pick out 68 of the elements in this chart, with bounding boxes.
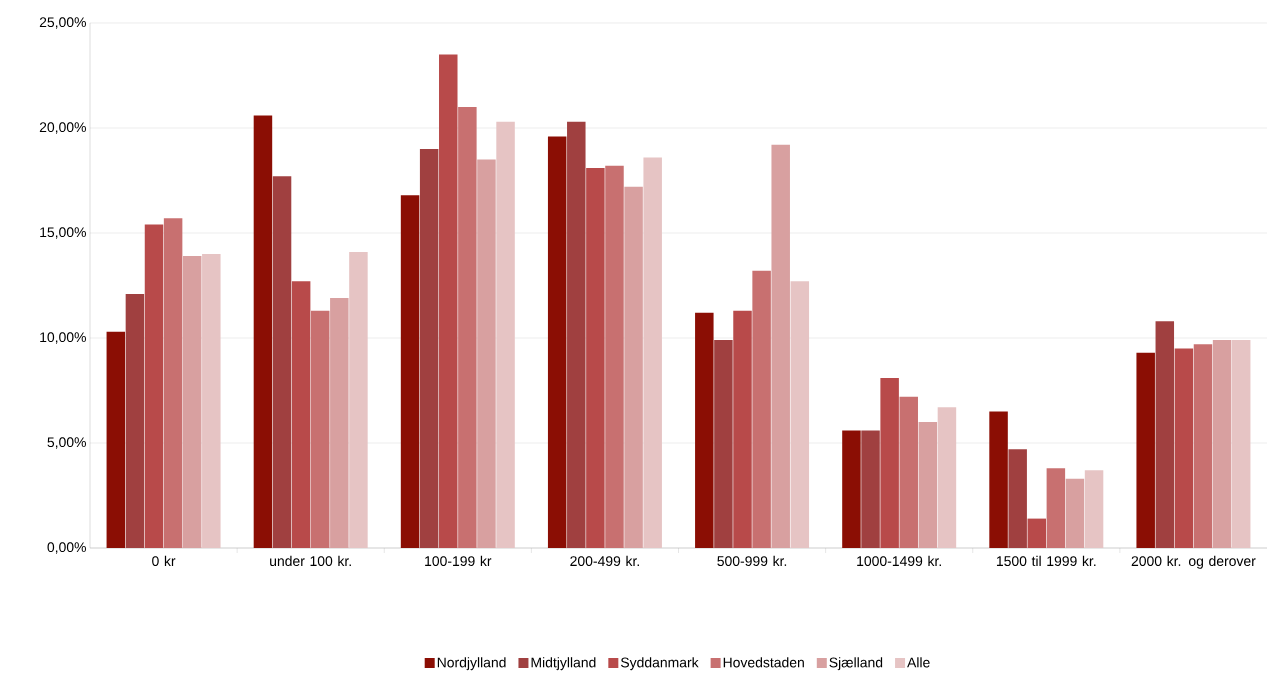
bar: [1027, 518, 1047, 548]
bar: [1065, 478, 1085, 548]
bar: [842, 430, 861, 548]
legend-label: Nordjylland: [437, 657, 506, 671]
bar: [547, 136, 567, 548]
bar: [477, 159, 496, 548]
x-tick-label: 500-999 kr.: [717, 555, 787, 567]
bar: [400, 195, 420, 548]
bar: [291, 281, 311, 548]
bar: [989, 411, 1008, 548]
x-tick-label: 100-199 kr: [425, 555, 492, 567]
x-tick-label: 200-499 kr.: [570, 555, 639, 567]
y-tick-label: 5,00%: [47, 437, 86, 449]
y-tick-label: 15,00%: [40, 227, 86, 239]
bar: [106, 331, 126, 548]
x-tick-label: 0 kr: [152, 555, 176, 567]
bar: [790, 281, 810, 548]
x-tick-label: 1500 til 1999 kr.: [996, 555, 1096, 567]
y-tick-label: 10,00%: [40, 332, 86, 344]
bar: [253, 115, 273, 548]
bar: [695, 312, 714, 548]
legend-label: Hovedstaden: [723, 657, 804, 668]
bar: [496, 121, 515, 548]
x-tick-label: 2000 kr. og derover: [1131, 555, 1256, 569]
bar: [125, 293, 145, 548]
bar: [349, 251, 368, 548]
bar: [272, 176, 292, 548]
bar: [458, 107, 477, 548]
bar: [330, 298, 349, 548]
bar: [144, 224, 164, 548]
bar: [771, 144, 790, 548]
y-tick-label: 25,00%: [39, 17, 86, 29]
legend-label: Sjælland: [829, 657, 883, 671]
bar: [439, 54, 458, 548]
bar: [586, 167, 605, 548]
bar: [163, 218, 183, 548]
bar: [1231, 340, 1251, 548]
bar: [1174, 348, 1194, 548]
bar: [310, 310, 330, 548]
legend-label: Alle: [907, 657, 930, 668]
bar: [182, 256, 202, 548]
bar: [733, 310, 752, 548]
bar: [1046, 468, 1066, 548]
bar: [419, 149, 439, 548]
bar: [918, 422, 938, 548]
bar: [1084, 470, 1104, 548]
bar: [880, 377, 899, 548]
bar: [1155, 321, 1175, 548]
bar: [1008, 449, 1027, 548]
bar: [714, 340, 733, 548]
legend-label: Syddanmark: [620, 657, 699, 671]
bar: [1193, 344, 1213, 548]
bar: [1136, 352, 1155, 548]
bar: [624, 186, 643, 548]
bar: [752, 270, 771, 548]
bar: [861, 430, 880, 548]
y-tick-label: 20,00%: [39, 122, 86, 134]
y-tick-label: 0,00%: [47, 542, 86, 554]
bar: [937, 407, 957, 548]
bar: [605, 165, 624, 548]
x-tick-label: 1000-1499 kr.: [857, 555, 941, 567]
x-tick-label: under 100 kr.: [270, 555, 351, 567]
bar: [567, 121, 586, 548]
legend-label: Midtjylland: [531, 657, 596, 671]
bar: [202, 254, 221, 548]
bar: [899, 396, 918, 548]
bar: [1212, 340, 1232, 548]
bar: [643, 157, 662, 548]
